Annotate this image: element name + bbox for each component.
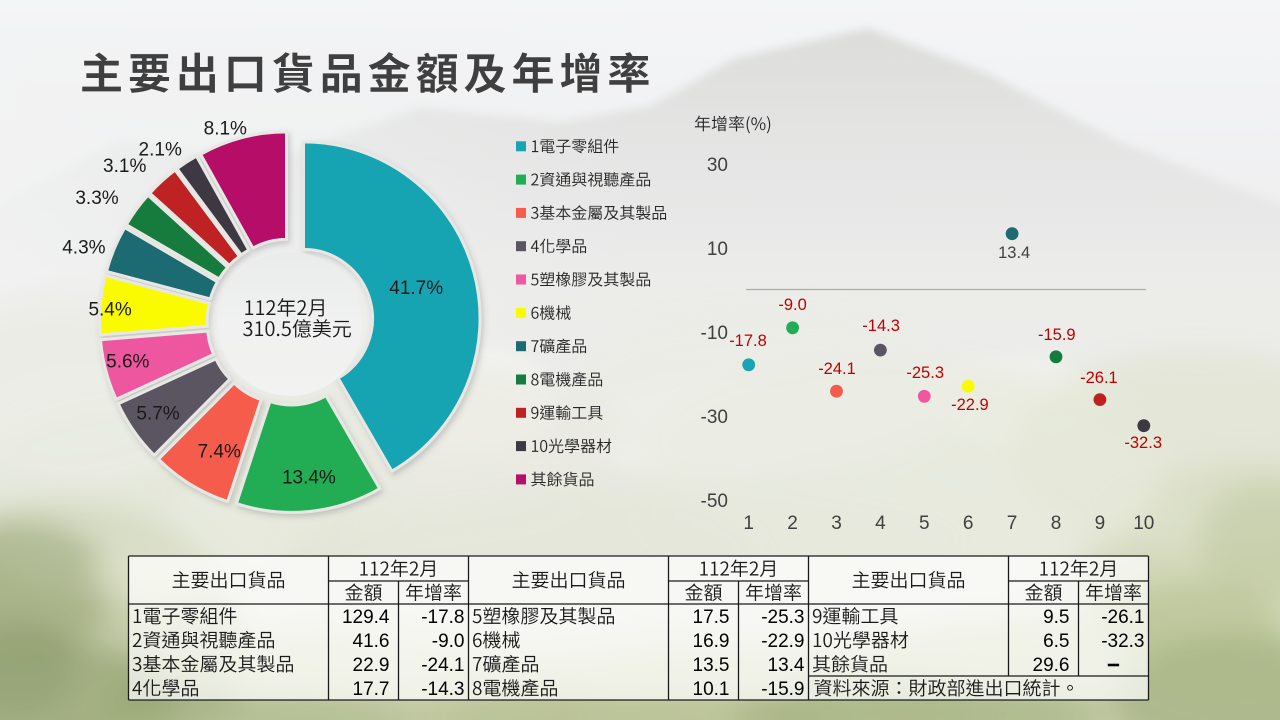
- svg-text:-26.1: -26.1: [1101, 607, 1144, 628]
- svg-text:3: 3: [831, 513, 842, 534]
- svg-text:7: 7: [1007, 513, 1018, 534]
- svg-text:6.5: 6.5: [1043, 631, 1069, 652]
- svg-text:29.6: 29.6: [1033, 655, 1070, 676]
- svg-text:-32.3: -32.3: [1124, 434, 1162, 452]
- svg-text:-26.1: -26.1: [1080, 369, 1118, 387]
- svg-text:-15.9: -15.9: [1038, 326, 1076, 344]
- svg-text:-24.1: -24.1: [818, 360, 856, 378]
- svg-text:5: 5: [919, 513, 930, 534]
- svg-text:41.6: 41.6: [353, 631, 390, 652]
- svg-text:13.4%: 13.4%: [282, 467, 336, 488]
- svg-text:17.7: 17.7: [353, 679, 390, 700]
- svg-text:-25.3: -25.3: [761, 607, 804, 628]
- svg-text:4: 4: [875, 513, 886, 534]
- svg-text:-9.0: -9.0: [778, 296, 806, 314]
- svg-text:10: 10: [1133, 513, 1154, 534]
- svg-text:-10: -10: [701, 323, 728, 344]
- svg-text:2: 2: [787, 513, 798, 534]
- svg-text:8.1%: 8.1%: [204, 119, 247, 140]
- svg-text:13.5: 13.5: [693, 655, 730, 676]
- svg-text:129.4: 129.4: [342, 607, 390, 628]
- svg-text:-24.1: -24.1: [421, 655, 464, 676]
- svg-text:16.9: 16.9: [693, 631, 730, 652]
- svg-text:-25.3: -25.3: [906, 364, 944, 382]
- svg-text:5.6%: 5.6%: [106, 352, 149, 373]
- svg-text:22.9: 22.9: [353, 655, 390, 676]
- svg-text:30: 30: [707, 155, 728, 176]
- svg-text:3.1%: 3.1%: [103, 156, 146, 177]
- svg-text:4.3%: 4.3%: [62, 237, 105, 258]
- svg-text:17.5: 17.5: [693, 607, 730, 628]
- svg-text:10: 10: [707, 239, 728, 260]
- svg-text:13.4: 13.4: [998, 244, 1030, 262]
- svg-text:6: 6: [963, 513, 974, 534]
- svg-text:9: 9: [1095, 513, 1106, 534]
- svg-text:-17.8: -17.8: [421, 607, 464, 628]
- svg-text:3.3%: 3.3%: [75, 188, 118, 209]
- svg-text:-32.3: -32.3: [1101, 631, 1144, 652]
- svg-text:-30: -30: [701, 407, 728, 428]
- svg-text:2.1%: 2.1%: [139, 140, 182, 161]
- svg-text:7.4%: 7.4%: [198, 442, 241, 463]
- svg-text:5.4%: 5.4%: [88, 300, 131, 321]
- svg-text:-15.9: -15.9: [761, 679, 804, 700]
- svg-text:-22.9: -22.9: [951, 396, 989, 414]
- svg-text:-14.3: -14.3: [421, 679, 464, 700]
- svg-text:10.1: 10.1: [693, 679, 730, 700]
- svg-text:-14.3: -14.3: [862, 317, 900, 335]
- svg-text:-17.8: -17.8: [729, 332, 767, 350]
- svg-text:5.7%: 5.7%: [136, 404, 179, 425]
- svg-text:-50: -50: [701, 491, 728, 512]
- svg-text:-9.0: -9.0: [432, 631, 465, 652]
- svg-text:8: 8: [1051, 513, 1062, 534]
- svg-text:1: 1: [743, 513, 754, 534]
- svg-text:41.7%: 41.7%: [389, 278, 443, 299]
- svg-text:9.5: 9.5: [1043, 607, 1069, 628]
- svg-text:-22.9: -22.9: [761, 631, 804, 652]
- svg-text:13.4: 13.4: [768, 655, 805, 676]
